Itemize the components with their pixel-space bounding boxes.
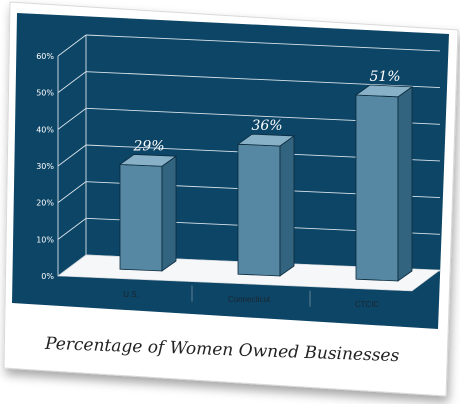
side-gridline [57, 34, 87, 57]
bar-side[interactable] [161, 155, 177, 272]
bar-front[interactable] [237, 143, 281, 277]
bar-front[interactable] [119, 164, 163, 272]
side-gridline [57, 144, 87, 167]
side-gridline [57, 71, 87, 94]
y-tick-label: 30% [36, 162, 54, 171]
bar-top[interactable] [354, 84, 414, 98]
y-tick-label: 20% [36, 199, 54, 208]
y-tick-label: 50% [36, 89, 54, 98]
x-tick-label: Connecticut [228, 295, 271, 304]
bar-side[interactable] [279, 135, 295, 277]
side-gridline [57, 181, 87, 204]
y-tick-label: 0% [41, 272, 54, 281]
bar-front[interactable] [355, 94, 399, 282]
data-label: 36% [251, 118, 282, 134]
side-gridline [57, 217, 87, 240]
x-tick-label: U.S. [123, 290, 139, 299]
bar-top[interactable] [118, 154, 178, 167]
x-tick-label: CTCIC [355, 300, 380, 309]
y-tick-label: 60% [36, 52, 54, 61]
gridline [85, 71, 441, 89]
y-tick-label: 40% [36, 125, 54, 134]
bar-side[interactable] [397, 86, 413, 282]
side-gridline [57, 107, 87, 130]
chart: 0% 10% 20% 30% 40% 50% 60% 29% U.S. 36% Connecticu… [36, 34, 441, 309]
data-label: 29% [132, 138, 164, 154]
bar-top[interactable] [236, 133, 296, 147]
y-tick-label: 10% [36, 235, 54, 244]
data-label: 51% [369, 69, 400, 85]
gridline [85, 34, 441, 52]
